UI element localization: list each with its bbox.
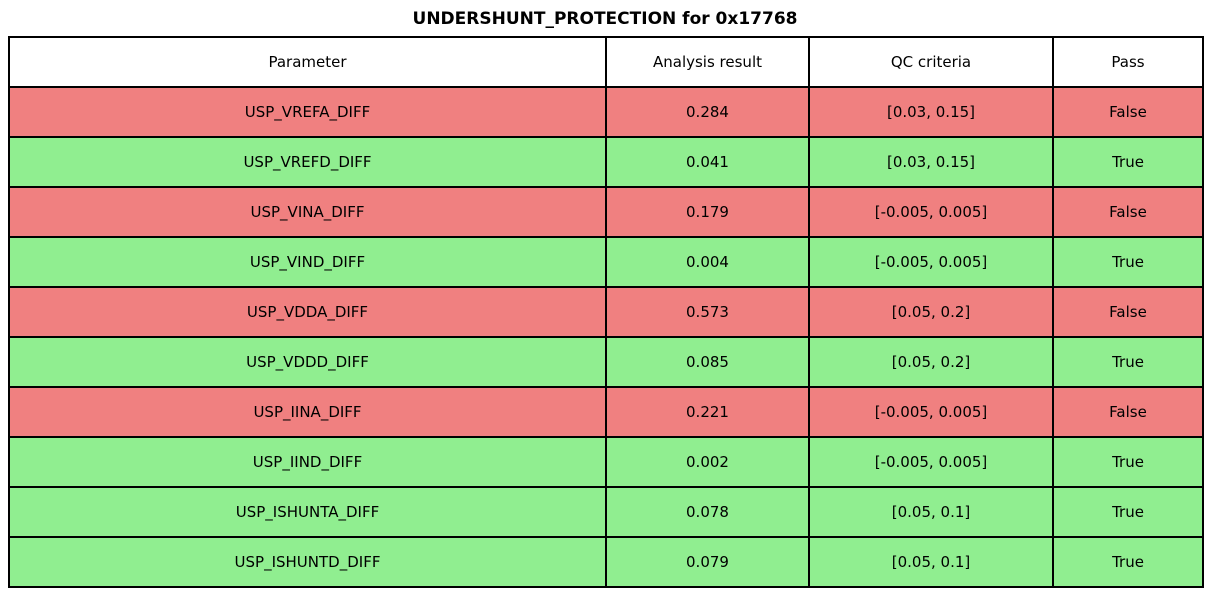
cell-parameter: USP_ISHUNTD_DIFF (8, 536, 607, 588)
cell-analysis-result: 0.085 (605, 336, 810, 388)
table-row: USP_VDDA_DIFF 0.573 [0.05, 0.2] False (8, 286, 1204, 338)
cell-analysis-result: 0.002 (605, 436, 810, 488)
cell-parameter: USP_VINA_DIFF (8, 186, 607, 238)
column-header-pass: Pass (1052, 36, 1204, 88)
cell-pass: False (1052, 186, 1204, 238)
cell-parameter: USP_VDDA_DIFF (8, 286, 607, 338)
cell-parameter: USP_VIND_DIFF (8, 236, 607, 288)
cell-qc-criteria: [-0.005, 0.005] (808, 436, 1054, 488)
cell-qc-criteria: [-0.005, 0.005] (808, 386, 1054, 438)
cell-qc-criteria: [-0.005, 0.005] (808, 186, 1054, 238)
cell-analysis-result: 0.004 (605, 236, 810, 288)
table-row: USP_ISHUNTA_DIFF 0.078 [0.05, 0.1] True (8, 486, 1204, 538)
cell-pass: True (1052, 536, 1204, 588)
cell-parameter: USP_VREFA_DIFF (8, 86, 607, 138)
table-row: USP_IINA_DIFF 0.221 [-0.005, 0.005] Fals… (8, 386, 1204, 438)
column-header-analysis-result: Analysis result (605, 36, 810, 88)
cell-parameter: USP_VDDD_DIFF (8, 336, 607, 388)
cell-pass: False (1052, 86, 1204, 138)
cell-pass: True (1052, 436, 1204, 488)
cell-qc-criteria: [0.05, 0.2] (808, 336, 1054, 388)
table-header-row: Parameter Analysis result QC criteria Pa… (8, 36, 1204, 88)
table-row: USP_VREFD_DIFF 0.041 [0.03, 0.15] True (8, 136, 1204, 188)
cell-parameter: USP_IINA_DIFF (8, 386, 607, 438)
table-row: USP_VIND_DIFF 0.004 [-0.005, 0.005] True (8, 236, 1204, 288)
cell-qc-criteria: [0.03, 0.15] (808, 136, 1054, 188)
column-header-qc-criteria: QC criteria (808, 36, 1054, 88)
column-header-parameter: Parameter (8, 36, 607, 88)
cell-analysis-result: 0.041 (605, 136, 810, 188)
cell-analysis-result: 0.573 (605, 286, 810, 338)
cell-pass: True (1052, 486, 1204, 538)
cell-qc-criteria: [0.05, 0.2] (808, 286, 1054, 338)
cell-parameter: USP_ISHUNTA_DIFF (8, 486, 607, 538)
cell-analysis-result: 0.284 (605, 86, 810, 138)
cell-pass: False (1052, 386, 1204, 438)
table-row: USP_VINA_DIFF 0.179 [-0.005, 0.005] Fals… (8, 186, 1204, 238)
cell-qc-criteria: [0.03, 0.15] (808, 86, 1054, 138)
cell-pass: True (1052, 336, 1204, 388)
cell-qc-criteria: [0.05, 0.1] (808, 536, 1054, 588)
cell-parameter: USP_IIND_DIFF (8, 436, 607, 488)
cell-qc-criteria: [0.05, 0.1] (808, 486, 1054, 538)
table-row: USP_VREFA_DIFF 0.284 [0.03, 0.15] False (8, 86, 1204, 138)
cell-analysis-result: 0.079 (605, 536, 810, 588)
table-body: USP_VREFA_DIFF 0.284 [0.03, 0.15] False … (8, 86, 1204, 588)
cell-analysis-result: 0.078 (605, 486, 810, 538)
cell-qc-criteria: [-0.005, 0.005] (808, 236, 1054, 288)
cell-pass: True (1052, 236, 1204, 288)
cell-pass: True (1052, 136, 1204, 188)
table-row: USP_VDDD_DIFF 0.085 [0.05, 0.2] True (8, 336, 1204, 388)
table-row: USP_ISHUNTD_DIFF 0.079 [0.05, 0.1] True (8, 536, 1204, 588)
cell-analysis-result: 0.179 (605, 186, 810, 238)
cell-pass: False (1052, 286, 1204, 338)
cell-parameter: USP_VREFD_DIFF (8, 136, 607, 188)
table-row: USP_IIND_DIFF 0.002 [-0.005, 0.005] True (8, 436, 1204, 488)
qc-results-table: Parameter Analysis result QC criteria Pa… (8, 36, 1204, 588)
page-title: UNDERSHUNT_PROTECTION for 0x17768 (412, 9, 798, 29)
cell-analysis-result: 0.221 (605, 386, 810, 438)
